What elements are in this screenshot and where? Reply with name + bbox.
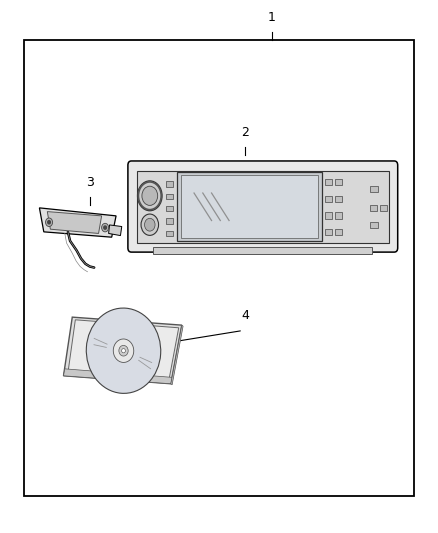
Bar xyxy=(335,212,342,219)
Bar xyxy=(325,179,332,185)
Ellipse shape xyxy=(119,345,128,356)
Ellipse shape xyxy=(86,308,161,393)
Ellipse shape xyxy=(122,349,125,353)
Polygon shape xyxy=(109,225,122,236)
Circle shape xyxy=(141,214,159,236)
Bar xyxy=(335,229,342,235)
Polygon shape xyxy=(64,369,172,384)
Circle shape xyxy=(138,181,162,211)
Bar xyxy=(166,193,173,199)
Bar xyxy=(166,181,173,187)
Bar xyxy=(325,212,332,219)
Circle shape xyxy=(142,186,158,205)
Bar xyxy=(335,179,342,185)
Ellipse shape xyxy=(113,339,134,362)
Bar xyxy=(153,247,372,254)
Circle shape xyxy=(145,219,155,231)
Bar xyxy=(181,175,318,238)
Bar xyxy=(24,40,414,496)
Polygon shape xyxy=(171,325,183,385)
Polygon shape xyxy=(47,212,102,233)
Text: 3: 3 xyxy=(86,176,94,189)
Circle shape xyxy=(104,226,106,229)
Polygon shape xyxy=(64,317,182,384)
Bar xyxy=(325,196,332,202)
Bar xyxy=(166,219,173,224)
Polygon shape xyxy=(39,208,116,237)
FancyBboxPatch shape xyxy=(128,161,398,252)
Bar xyxy=(370,222,378,229)
Text: 1: 1 xyxy=(268,11,276,24)
Bar xyxy=(380,205,387,211)
Bar xyxy=(370,205,377,211)
Polygon shape xyxy=(68,320,179,382)
Bar xyxy=(177,172,322,241)
Bar xyxy=(166,231,173,236)
Bar xyxy=(166,206,173,212)
Bar xyxy=(325,229,332,235)
Text: 2: 2 xyxy=(241,126,249,139)
Circle shape xyxy=(48,221,50,224)
Circle shape xyxy=(102,223,109,232)
Bar xyxy=(335,196,342,202)
Text: 4: 4 xyxy=(241,310,249,322)
Bar xyxy=(137,171,389,243)
Bar xyxy=(370,185,378,192)
Circle shape xyxy=(46,218,53,227)
